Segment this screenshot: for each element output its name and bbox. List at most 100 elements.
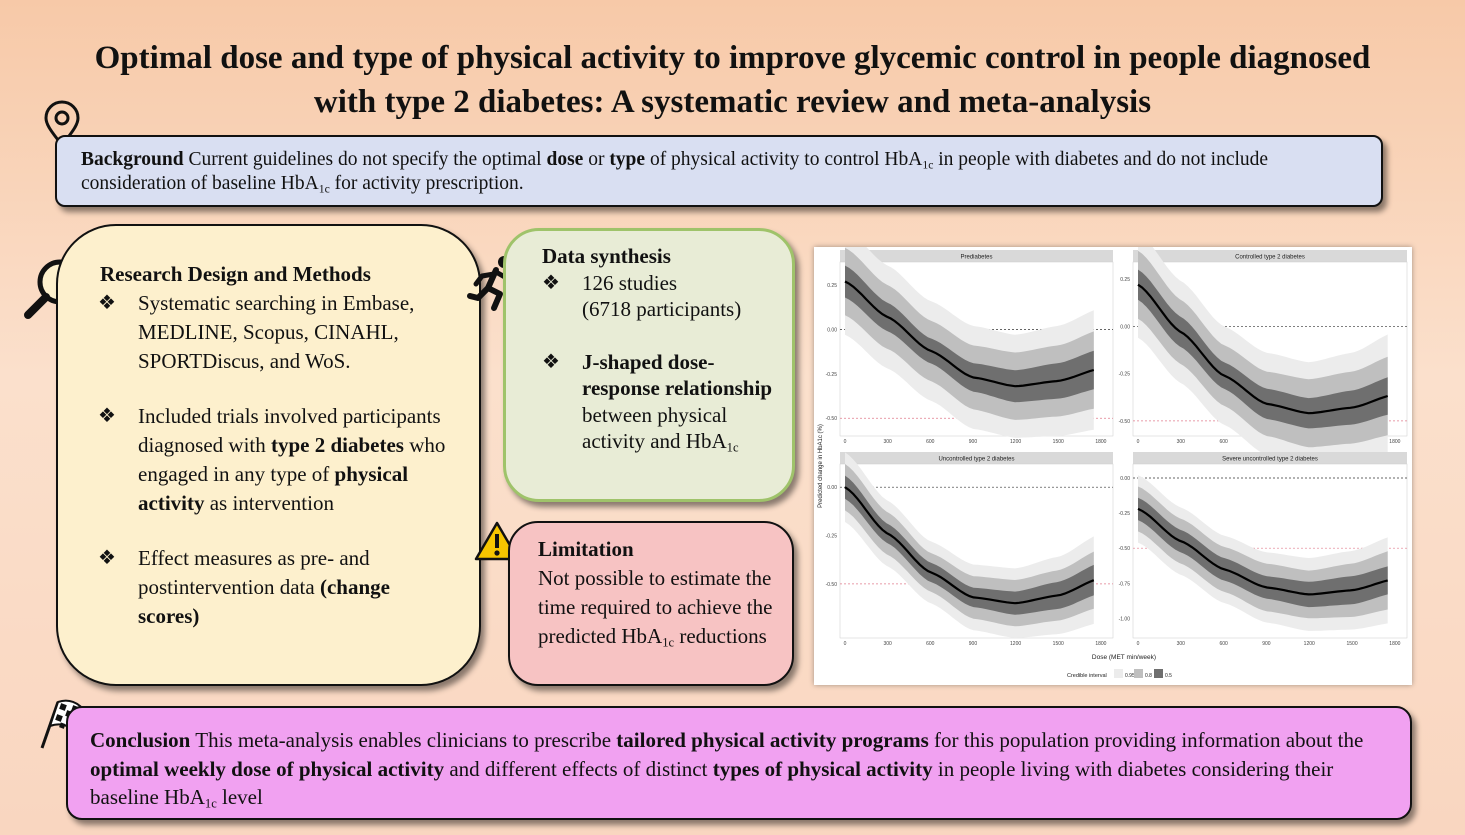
- x-tick-label: 300: [1177, 641, 1186, 647]
- legend-swatch: [1114, 669, 1123, 678]
- location-pin-icon: [44, 100, 80, 148]
- mean-line: [1137, 507, 1388, 596]
- background-bold-dose: dose: [546, 149, 584, 170]
- y-tick-label: 0.00: [827, 485, 837, 491]
- conclusion-text: level: [216, 785, 263, 809]
- methods-bullet-3: ❖ Effect measures as pre- and postinterv…: [98, 544, 455, 631]
- panel-title: Uncontrolled type 2 diabetes: [938, 457, 1014, 463]
- y-tick-label: -0.25: [1119, 372, 1131, 378]
- bullet-diamond-icon: ❖: [542, 350, 560, 373]
- x-tick-label: 300: [883, 641, 892, 647]
- y-tick-label: 0.25: [827, 283, 837, 289]
- x-tick-label: 600: [926, 439, 935, 445]
- background-text: Current guidelines do not specify the op…: [183, 149, 547, 170]
- limitation-heading: Limitation: [538, 537, 634, 561]
- title-line-2: with type 2 diabetes: A systematic revie…: [313, 84, 1152, 120]
- warning-icon: [474, 521, 520, 561]
- panel-strip: [1133, 452, 1407, 464]
- conclusion-text: in people living with diabetes consideri…: [90, 756, 1334, 810]
- legend-label: 0.8: [1145, 673, 1152, 679]
- x-tick-label: 1500: [1346, 641, 1357, 647]
- subscript: 1c: [318, 182, 330, 196]
- y-tick-label: 0.25: [1120, 277, 1130, 283]
- bullet-text: Included trials involved participants di…: [138, 404, 446, 515]
- x-tick-label: 1500: [1053, 641, 1064, 647]
- legend-label: 0.5: [1165, 673, 1172, 679]
- background-text: or: [583, 149, 610, 170]
- y-tick-label: -0.75: [1119, 581, 1131, 587]
- x-tick-label: 900: [1262, 641, 1271, 647]
- bullet-diamond-icon: ❖: [542, 271, 560, 294]
- x-tick-label: 1800: [1095, 439, 1106, 445]
- legend-label: 0.95: [1125, 673, 1135, 679]
- methods-bullet-2: ❖ Included trials involved participants …: [98, 402, 455, 518]
- conclusion-text: for this population providing informatio…: [928, 728, 1364, 752]
- bullet-text: Systematic searching in Embase, MEDLINE,…: [138, 291, 415, 373]
- y-tick-label: -0.25: [1119, 511, 1131, 517]
- mean-line: [844, 280, 1095, 388]
- conclusion-bold: optimal weekly dose of physical activity: [90, 756, 445, 781]
- conclusion-text: This meta-analysis enables clinicians to…: [190, 728, 617, 752]
- background-text: in people with diabetes and do not inclu…: [81, 149, 1269, 194]
- x-tick-label: 1200: [1304, 641, 1315, 647]
- ci50-band: [845, 265, 1094, 403]
- dose-response-chart: Prediabetes 0.25 0.00 -0.25 -0.50 0 300 600 900 1…: [814, 228, 1412, 685]
- background-box: Background Current guidelines do not spe…: [55, 135, 1383, 207]
- synthesis-box: Data synthesis ❖ 126 studies (6718 partic…: [503, 228, 795, 502]
- legend-swatch: [1134, 669, 1143, 678]
- bullet-diamond-icon: ❖: [98, 405, 116, 427]
- synthesis-bullet-2: ❖ J-shaped dose-response relationship be…: [542, 349, 778, 455]
- y-tick-label: -0.50: [826, 416, 838, 422]
- y-tick-label: -0.50: [1119, 419, 1131, 425]
- panel-title: Controlled type 2 diabetes: [1235, 255, 1305, 261]
- mean-line: [844, 486, 1095, 605]
- x-tick-label: 900: [969, 641, 978, 647]
- chart-svg: Prediabetes 0.25 0.00 -0.25 -0.50 0 300 600 900 1…: [818, 228, 1408, 679]
- conclusion-bold: tailored physical activity programs: [616, 728, 929, 752]
- background-text: for activity prescription.: [329, 173, 524, 194]
- y-tick-label: 0.00: [827, 327, 837, 333]
- bullet-text: 126 studies (6718 participants): [582, 270, 742, 322]
- x-tick-label: 600: [926, 641, 935, 647]
- bullet-diamond-icon: ❖: [98, 292, 116, 314]
- x-tick-label: 600: [1219, 439, 1228, 445]
- x-axis-label: Dose (MET min/week): [1092, 654, 1156, 661]
- subscript: 1c: [922, 158, 934, 172]
- x-tick-label: 0: [1137, 641, 1140, 647]
- x-tick-label: 1500: [1053, 439, 1064, 445]
- x-tick-label: 1800: [1389, 439, 1400, 445]
- x-tick-label: 300: [883, 439, 892, 445]
- mean-line: [1137, 283, 1389, 415]
- methods-bullet-1: ❖ Systematic searching in Embase, MEDLIN…: [98, 289, 455, 376]
- conclusion-box: Conclusion This meta-analysis enables cl…: [66, 706, 1412, 820]
- ci50-band: [1138, 269, 1388, 429]
- x-tick-label: 600: [1219, 641, 1228, 647]
- x-tick-label: 1800: [1389, 641, 1400, 647]
- x-tick-label: 900: [969, 439, 978, 445]
- panel-strip: [840, 452, 1113, 464]
- legend-title: Credible interval: [1067, 673, 1107, 679]
- background-bold-type: type: [609, 149, 646, 170]
- bullet-text: J-shaped dose-response relationship betw…: [582, 349, 773, 455]
- y-tick-label: -0.25: [826, 534, 838, 540]
- x-tick-label: 0: [1137, 439, 1140, 445]
- bullet-text: Effect measures as pre- and postinterven…: [138, 546, 390, 628]
- background-heading: Background: [81, 149, 184, 170]
- synthesis-bullet-1: ❖ 126 studies (6718 participants): [542, 270, 778, 323]
- bullet-diamond-icon: ❖: [98, 547, 116, 569]
- x-tick-label: 1800: [1095, 641, 1106, 647]
- panel-strip: [840, 250, 1113, 262]
- x-tick-label: 0: [844, 641, 847, 647]
- limitation-text: Not possible to estimate the time requir…: [538, 566, 773, 650]
- methods-heading: Research Design and Methods: [100, 262, 371, 286]
- conclusion-heading: Conclusion: [90, 728, 191, 752]
- x-tick-label: 1200: [1010, 439, 1021, 445]
- y-tick-label: -0.50: [826, 582, 838, 588]
- methods-box: Research Design and Methods ❖ Systematic…: [56, 224, 481, 686]
- y-tick-label: -0.25: [826, 372, 838, 378]
- x-tick-label: 0: [844, 439, 847, 445]
- conclusion-text: and different effects of distinct: [444, 756, 713, 781]
- ci80-band: [845, 464, 1094, 627]
- panel-title: Prediabetes: [960, 255, 992, 261]
- title-line-1: Optimal dose and type of physical activi…: [94, 40, 1371, 76]
